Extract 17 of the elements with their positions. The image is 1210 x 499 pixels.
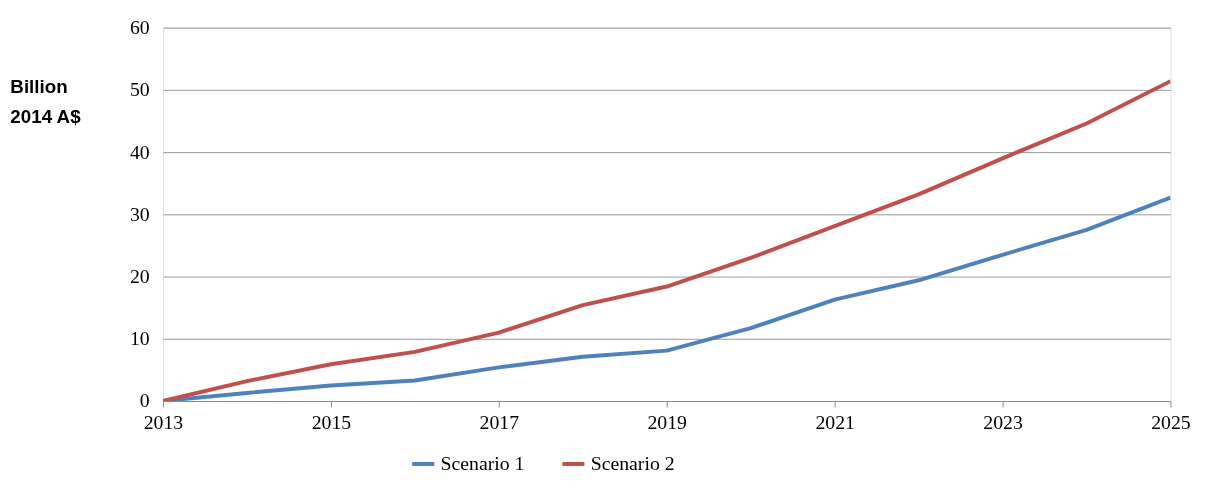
y-tick-label: 30: [129, 202, 150, 225]
legend-label: Scenario 1: [440, 451, 525, 474]
y-tick-label: 60: [129, 16, 150, 39]
y-tick-label: 50: [129, 78, 150, 101]
x-tick-label: 2025: [1151, 411, 1191, 434]
legend-label: Scenario 2: [590, 451, 675, 474]
x-tick-label: 2023: [983, 411, 1023, 434]
y-tick-label: 0: [139, 389, 150, 412]
y-tick-label: 20: [129, 264, 150, 287]
x-tick-label: 2019: [647, 411, 688, 434]
x-tick-label: 2017: [479, 411, 520, 434]
x-tick-label: 2013: [143, 411, 184, 434]
y-axis-title: Billion 2014 A$: [10, 76, 82, 127]
y-tick-label: 40: [129, 140, 150, 163]
x-tick-label: 2021: [815, 411, 855, 434]
y-tick-label: 10: [129, 327, 150, 350]
x-tick-label: 2015: [311, 411, 352, 434]
